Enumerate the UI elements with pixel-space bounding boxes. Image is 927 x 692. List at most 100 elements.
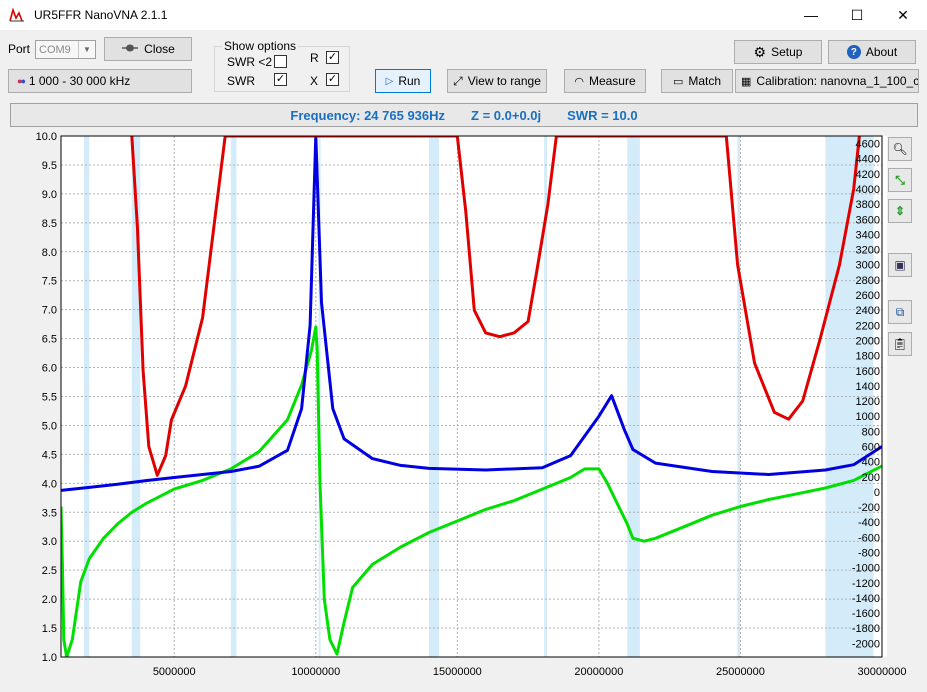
y-right-tick-label: -1000 [852,563,880,575]
help-icon: ? [846,45,861,59]
app-icon [9,7,25,23]
y-right-tick-label: 3000 [856,260,880,272]
about-button[interactable]: ? About [828,40,916,64]
series-swr-line [61,325,882,657]
calibration-icon: ▦ [741,75,752,88]
y-right-tick-label: 4000 [856,184,880,196]
close-port-button[interactable]: Close [104,37,192,61]
y-right-tick-label: -1200 [852,578,880,590]
y-right-tick-label: -800 [858,547,880,559]
series-x-line [130,136,861,477]
plot-frame [60,135,883,658]
x-tick-label: 30000000 [858,666,907,678]
y-right-tick-label: -200 [858,502,880,514]
swr-lt2-label: SWR <2 [227,55,273,69]
screenshot-button[interactable]: ▣ [888,253,912,277]
run-button[interactable]: ▷ Run [375,69,431,93]
window-title: UR5FFR NanoVNA 2.1.1 [34,8,168,22]
minimize-button[interactable]: — [804,7,818,23]
fit-button[interactable]: ⤡ [888,168,912,192]
y-left-tick-label: 8.5 [42,218,57,230]
y-right-tick-label: 3400 [856,229,880,241]
y-left-tick-label: 9.0 [42,189,57,201]
copy-icon: ⧉ [895,304,905,319]
swr-label: SWR [227,74,255,88]
expand-icon: ⤢ [453,73,463,88]
plug-icon [121,42,139,56]
view-to-range-label: View to range [467,74,541,88]
x-tick-label: 5000000 [153,666,196,678]
view-to-range-button[interactable]: ⤢ View to range [447,69,547,93]
run-label: Run [398,74,421,88]
y-right-tick-label: -400 [858,517,880,529]
setup-button[interactable]: ⚙ Setup [734,40,822,64]
range-dots-icon: ●● [17,76,26,86]
copy-button[interactable]: ⧉ [888,300,912,324]
setup-label: Setup [771,45,803,59]
maximize-button[interactable]: ☐ [850,6,864,23]
y-left-tick-label: 3.0 [42,536,57,548]
y-left-tick-label: 5.0 [42,420,57,432]
y-right-tick-label: 800 [862,426,880,438]
port-combobox[interactable]: COM9 ▼ [35,40,96,59]
port-label: Port [8,42,31,56]
range-button[interactable]: ●● 1 000 - 30 000 kHz [8,69,192,93]
title-bar: UR5FFR NanoVNA 2.1.1 — ☐ ✕ [0,0,927,30]
y-right-tick-label: 4600 [856,139,880,151]
y-left-tick-label: 2.5 [42,565,57,577]
y-right-tick-label: -1800 [852,623,880,635]
swr-readout: SWR = 10.0 [567,107,638,123]
y-left-tick-label: 4.0 [42,478,57,490]
r-checkbox[interactable]: ✓ [326,51,339,64]
match-icon: ▭ [672,75,684,88]
swr-lt2-checkbox[interactable] [274,55,287,68]
fit-arrows-icon: ⤡ [895,172,905,187]
y-right-tick-label: -600 [858,532,880,544]
gear-icon: ⚙ [753,43,767,60]
impedance-readout: Z = 0.0+0.0j [471,107,542,123]
x-tick-label: 10000000 [291,666,340,678]
match-button[interactable]: ▭ Match [661,69,733,93]
vertical-scale-button[interactable]: ⇕ [888,199,912,223]
show-options-label: Show options [222,39,299,53]
y-right-tick-label: 200 [862,472,880,484]
camera-icon: ▣ [894,258,906,272]
plot-right-margin [882,136,887,657]
magnifier-icon: 🔍︎ [892,142,908,156]
y-right-tick-label: 2800 [856,275,880,287]
x-tick-label: 25000000 [716,666,765,678]
y-left-tick-label: 8.0 [42,247,57,259]
chevron-down-icon: ▼ [78,41,95,58]
y-left-tick-label: 6.0 [42,363,57,375]
swr-chart[interactable]: 5000000 10000000 15000000 20000000 25000000 3… [0,128,927,692]
calibration-button[interactable]: ▦ Calibration: nanovna_1_100_cab [735,69,919,93]
calibration-label: Calibration: nanovna_1_100_cab [756,74,919,88]
y-left-tick-label: 5.5 [42,392,57,404]
port-value: COM9 [39,43,71,56]
y-left-tick-label: 6.5 [42,334,57,346]
y-left-tick-label: 7.5 [42,276,57,288]
export-button[interactable]: 📋︎ [888,332,912,356]
y-left-tick-label: 10.0 [36,131,57,143]
y-left-tick-label: 1.5 [42,623,57,635]
close-window-button[interactable]: ✕ [897,6,909,23]
range-label: 1 000 - 30 000 kHz [28,74,131,88]
measure-button[interactable]: ◠ Measure [564,69,646,93]
y-right-tick-label: 3200 [856,245,880,257]
y-right-tick-label: 1600 [856,366,880,378]
y-left-tick-label: 4.5 [42,449,57,461]
y-right-tick-label: 0 [874,487,880,499]
series-r-line [61,136,882,492]
y-right-tick-label: 2400 [856,305,880,317]
y-right-tick-label: 1000 [856,411,880,423]
y-left-tick-label: 9.5 [42,160,57,172]
vertical-arrows-icon: ⇕ [894,204,906,218]
x-checkbox[interactable]: ✓ [326,73,339,86]
y-left-tick-label: 7.0 [42,305,57,317]
zoom-button[interactable]: 🔍︎ [888,137,912,161]
y-left-tick-label: 1.0 [42,652,57,664]
swr-checkbox[interactable]: ✓ [274,73,287,86]
y-left-tick-label: 3.5 [42,507,57,519]
gauge-icon: ◠ [574,75,584,88]
y-right-tick-label: 1800 [856,351,880,363]
